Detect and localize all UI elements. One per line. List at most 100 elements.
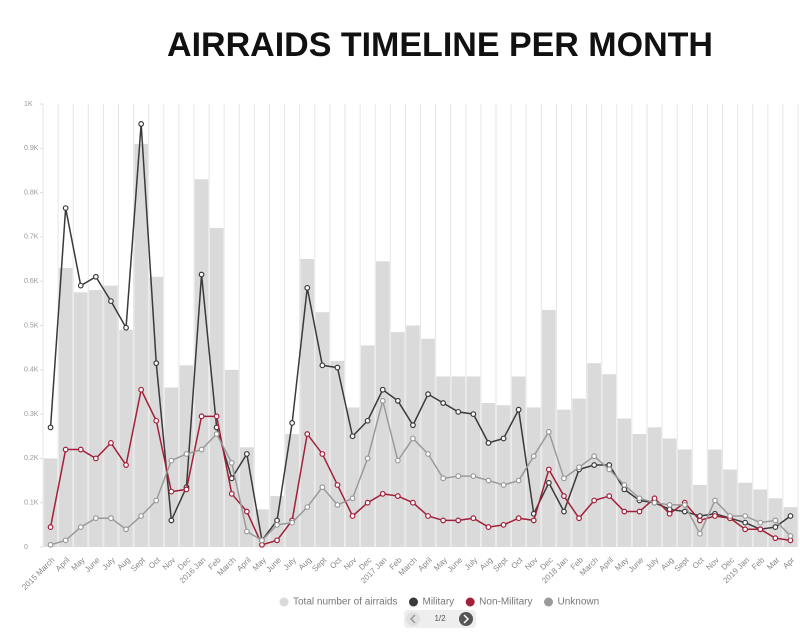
x-tick-label: June xyxy=(83,555,102,574)
point xyxy=(440,517,447,524)
point xyxy=(545,479,552,486)
point xyxy=(470,515,477,522)
point xyxy=(138,121,145,127)
point xyxy=(425,513,431,519)
point xyxy=(304,504,311,511)
point xyxy=(727,513,733,519)
point xyxy=(530,517,537,524)
point xyxy=(123,324,129,331)
point xyxy=(168,457,175,464)
bar xyxy=(421,338,435,547)
point xyxy=(304,431,311,437)
point xyxy=(123,526,129,533)
point xyxy=(123,462,129,468)
point xyxy=(183,486,190,493)
legend-label: Unknown xyxy=(558,597,600,608)
chart-title: AIRRAIDS TIMELINE PER MONTH xyxy=(167,26,713,64)
point xyxy=(108,515,114,522)
y-tick-label: 0.8K xyxy=(24,189,39,196)
bar xyxy=(194,179,209,547)
point xyxy=(92,515,99,522)
bar xyxy=(723,469,737,547)
point xyxy=(515,477,522,484)
point xyxy=(228,490,235,497)
legend-swatch xyxy=(409,597,418,607)
point xyxy=(319,451,326,457)
point xyxy=(334,502,341,508)
point xyxy=(712,497,718,504)
point xyxy=(425,451,431,457)
point xyxy=(787,533,794,539)
point xyxy=(591,497,598,504)
bar xyxy=(149,276,164,547)
bar xyxy=(315,312,330,547)
point xyxy=(621,482,628,488)
point xyxy=(440,400,447,406)
point xyxy=(425,391,431,398)
x-tick-label: Aug xyxy=(659,556,675,572)
x-tick-label: Mar xyxy=(765,555,781,571)
point xyxy=(470,411,477,418)
x-tick-label: Sept xyxy=(673,555,692,574)
point xyxy=(153,417,160,424)
point xyxy=(772,535,779,542)
bar xyxy=(375,261,390,547)
next-button[interactable] xyxy=(459,612,473,626)
point xyxy=(77,282,84,289)
bar xyxy=(360,345,375,547)
bar xyxy=(677,449,692,547)
point xyxy=(696,517,703,524)
bar xyxy=(89,290,103,547)
x-tick-label: Sept xyxy=(129,555,148,574)
legend-swatch xyxy=(279,597,289,607)
bar xyxy=(542,309,556,547)
x-tick-label: Sept xyxy=(491,555,510,574)
point xyxy=(394,457,401,464)
x-tick-label: Nov xyxy=(161,556,177,572)
x-tick-label: Nov xyxy=(342,556,358,572)
point xyxy=(319,362,326,369)
point xyxy=(440,475,447,482)
x-tick-label: April xyxy=(235,555,253,573)
bar xyxy=(104,285,118,547)
point xyxy=(243,528,250,535)
y-tick-label: 0.5K xyxy=(24,322,39,329)
point xyxy=(500,521,507,528)
point xyxy=(153,360,160,367)
point xyxy=(92,273,99,280)
bar xyxy=(602,374,617,547)
prev-button[interactable] xyxy=(406,612,420,626)
point xyxy=(92,455,99,462)
point xyxy=(108,439,114,446)
point xyxy=(198,446,205,453)
x-tick-label: July xyxy=(282,556,298,572)
point xyxy=(772,517,779,524)
point xyxy=(62,446,69,453)
point xyxy=(757,519,764,526)
point xyxy=(304,284,311,291)
point xyxy=(455,517,462,524)
point xyxy=(334,482,341,488)
point xyxy=(153,497,160,504)
x-tick-label: Nov xyxy=(523,556,539,572)
point xyxy=(787,513,794,519)
point xyxy=(47,541,54,548)
bar xyxy=(753,489,768,547)
next-icon xyxy=(463,614,470,624)
point xyxy=(636,508,643,515)
point xyxy=(636,495,643,502)
point xyxy=(364,455,371,462)
bar xyxy=(58,267,73,547)
bar xyxy=(134,143,148,547)
y-tick-label: 0.6K xyxy=(24,278,39,285)
point xyxy=(274,537,280,544)
bar xyxy=(391,332,405,547)
bar xyxy=(224,369,239,547)
point xyxy=(530,453,537,460)
point xyxy=(410,499,416,506)
bar xyxy=(345,407,360,547)
point xyxy=(394,493,401,499)
point xyxy=(138,386,145,393)
x-tick-label: April xyxy=(54,555,72,573)
x-tick-label: Oct xyxy=(691,555,707,571)
